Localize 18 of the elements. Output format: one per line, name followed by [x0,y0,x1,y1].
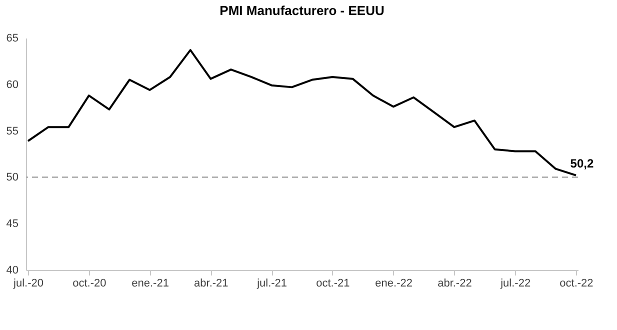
y-tick-label: 50 [6,172,18,184]
x-tick-label: abr.-21 [194,278,228,290]
y-tick-label: 40 [6,264,18,276]
annotation: 50,2 [570,156,594,170]
y-tick-label: 55 [6,125,18,138]
x-tick-label: ene.-21 [132,278,169,290]
y-tick-label: 60 [6,78,18,91]
x-tick-label: jul.-22 [500,278,531,290]
y-tick-label: 45 [6,218,18,230]
x-tick-label: oct.-20 [72,278,106,290]
chart-title: PMI Manufacturero - EEUU [220,3,384,18]
x-tick-label: ene.-22 [375,278,412,290]
x-tick-label: jul.-21 [256,278,288,290]
x-tick-label: abr.-22 [438,278,472,290]
x-tick-label: jul.-20 [12,278,44,290]
x-tick-label: oct.-22 [560,278,594,290]
y-tick-label: 65 [6,32,18,44]
x-tick-label: oct.-21 [316,278,350,290]
